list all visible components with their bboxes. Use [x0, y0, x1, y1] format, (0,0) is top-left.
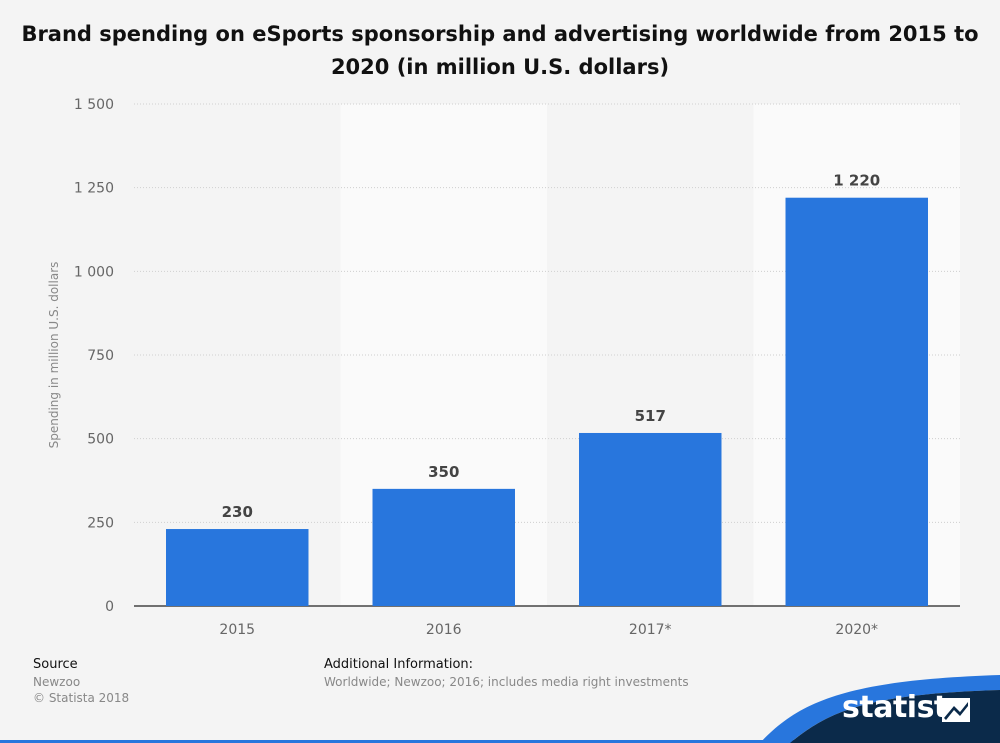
- y-tick-label: 0: [105, 599, 114, 615]
- x-tick-label: 2016: [426, 622, 462, 638]
- bar[interactable]: [372, 488, 515, 606]
- y-tick-label: 1 250: [74, 181, 114, 197]
- value-label: 1 220: [833, 172, 880, 190]
- copyright-text: © Statista 2018: [33, 691, 130, 705]
- x-tick-label: 2017*: [629, 622, 672, 638]
- x-tick-label: 2020*: [835, 622, 878, 638]
- brand-wave-blue-curve: [760, 675, 1000, 743]
- x-tick-label: 2015: [219, 622, 255, 638]
- y-tick-label: 1 500: [74, 97, 114, 113]
- bar[interactable]: [785, 197, 928, 606]
- y-tick-label: 1 000: [74, 264, 114, 280]
- value-labels: 230 350 517 1 220: [222, 172, 881, 521]
- y-tick-label: 250: [87, 515, 114, 531]
- chart-title: Brand spending on eSports sponsorship an…: [0, 18, 1000, 84]
- source-value: Newzoo: [33, 675, 81, 689]
- y-tick-label: 500: [87, 432, 114, 448]
- bars: [166, 197, 928, 606]
- additional-info-label: Additional Information:: [324, 657, 474, 672]
- value-label: 350: [428, 463, 459, 481]
- value-label: 517: [635, 407, 666, 425]
- additional-info-value: Worldwide; Newzoo; 2016; includes media …: [324, 675, 689, 689]
- y-axis-label: Spending in million U.S. dollars: [47, 262, 61, 449]
- bar[interactable]: [579, 432, 722, 606]
- column-band: [134, 104, 341, 606]
- brand-wave-blue: [0, 740, 1000, 743]
- y-tick-label: 750: [87, 348, 114, 364]
- chart-title-line-1: Brand spending on eSports sponsorship an…: [21, 22, 979, 46]
- chart-title-line-2: 2020 (in million U.S. dollars): [330, 55, 670, 79]
- statista-logo-icon: [942, 698, 970, 722]
- value-label: 230: [222, 503, 253, 521]
- x-axis-labels: 2015 2016 2017* 2020*: [219, 622, 878, 638]
- source-label: Source: [33, 657, 78, 672]
- y-axis-ticks: 0 250 500 750 1 000 1 250 1 500: [74, 97, 114, 615]
- bar[interactable]: [166, 529, 309, 606]
